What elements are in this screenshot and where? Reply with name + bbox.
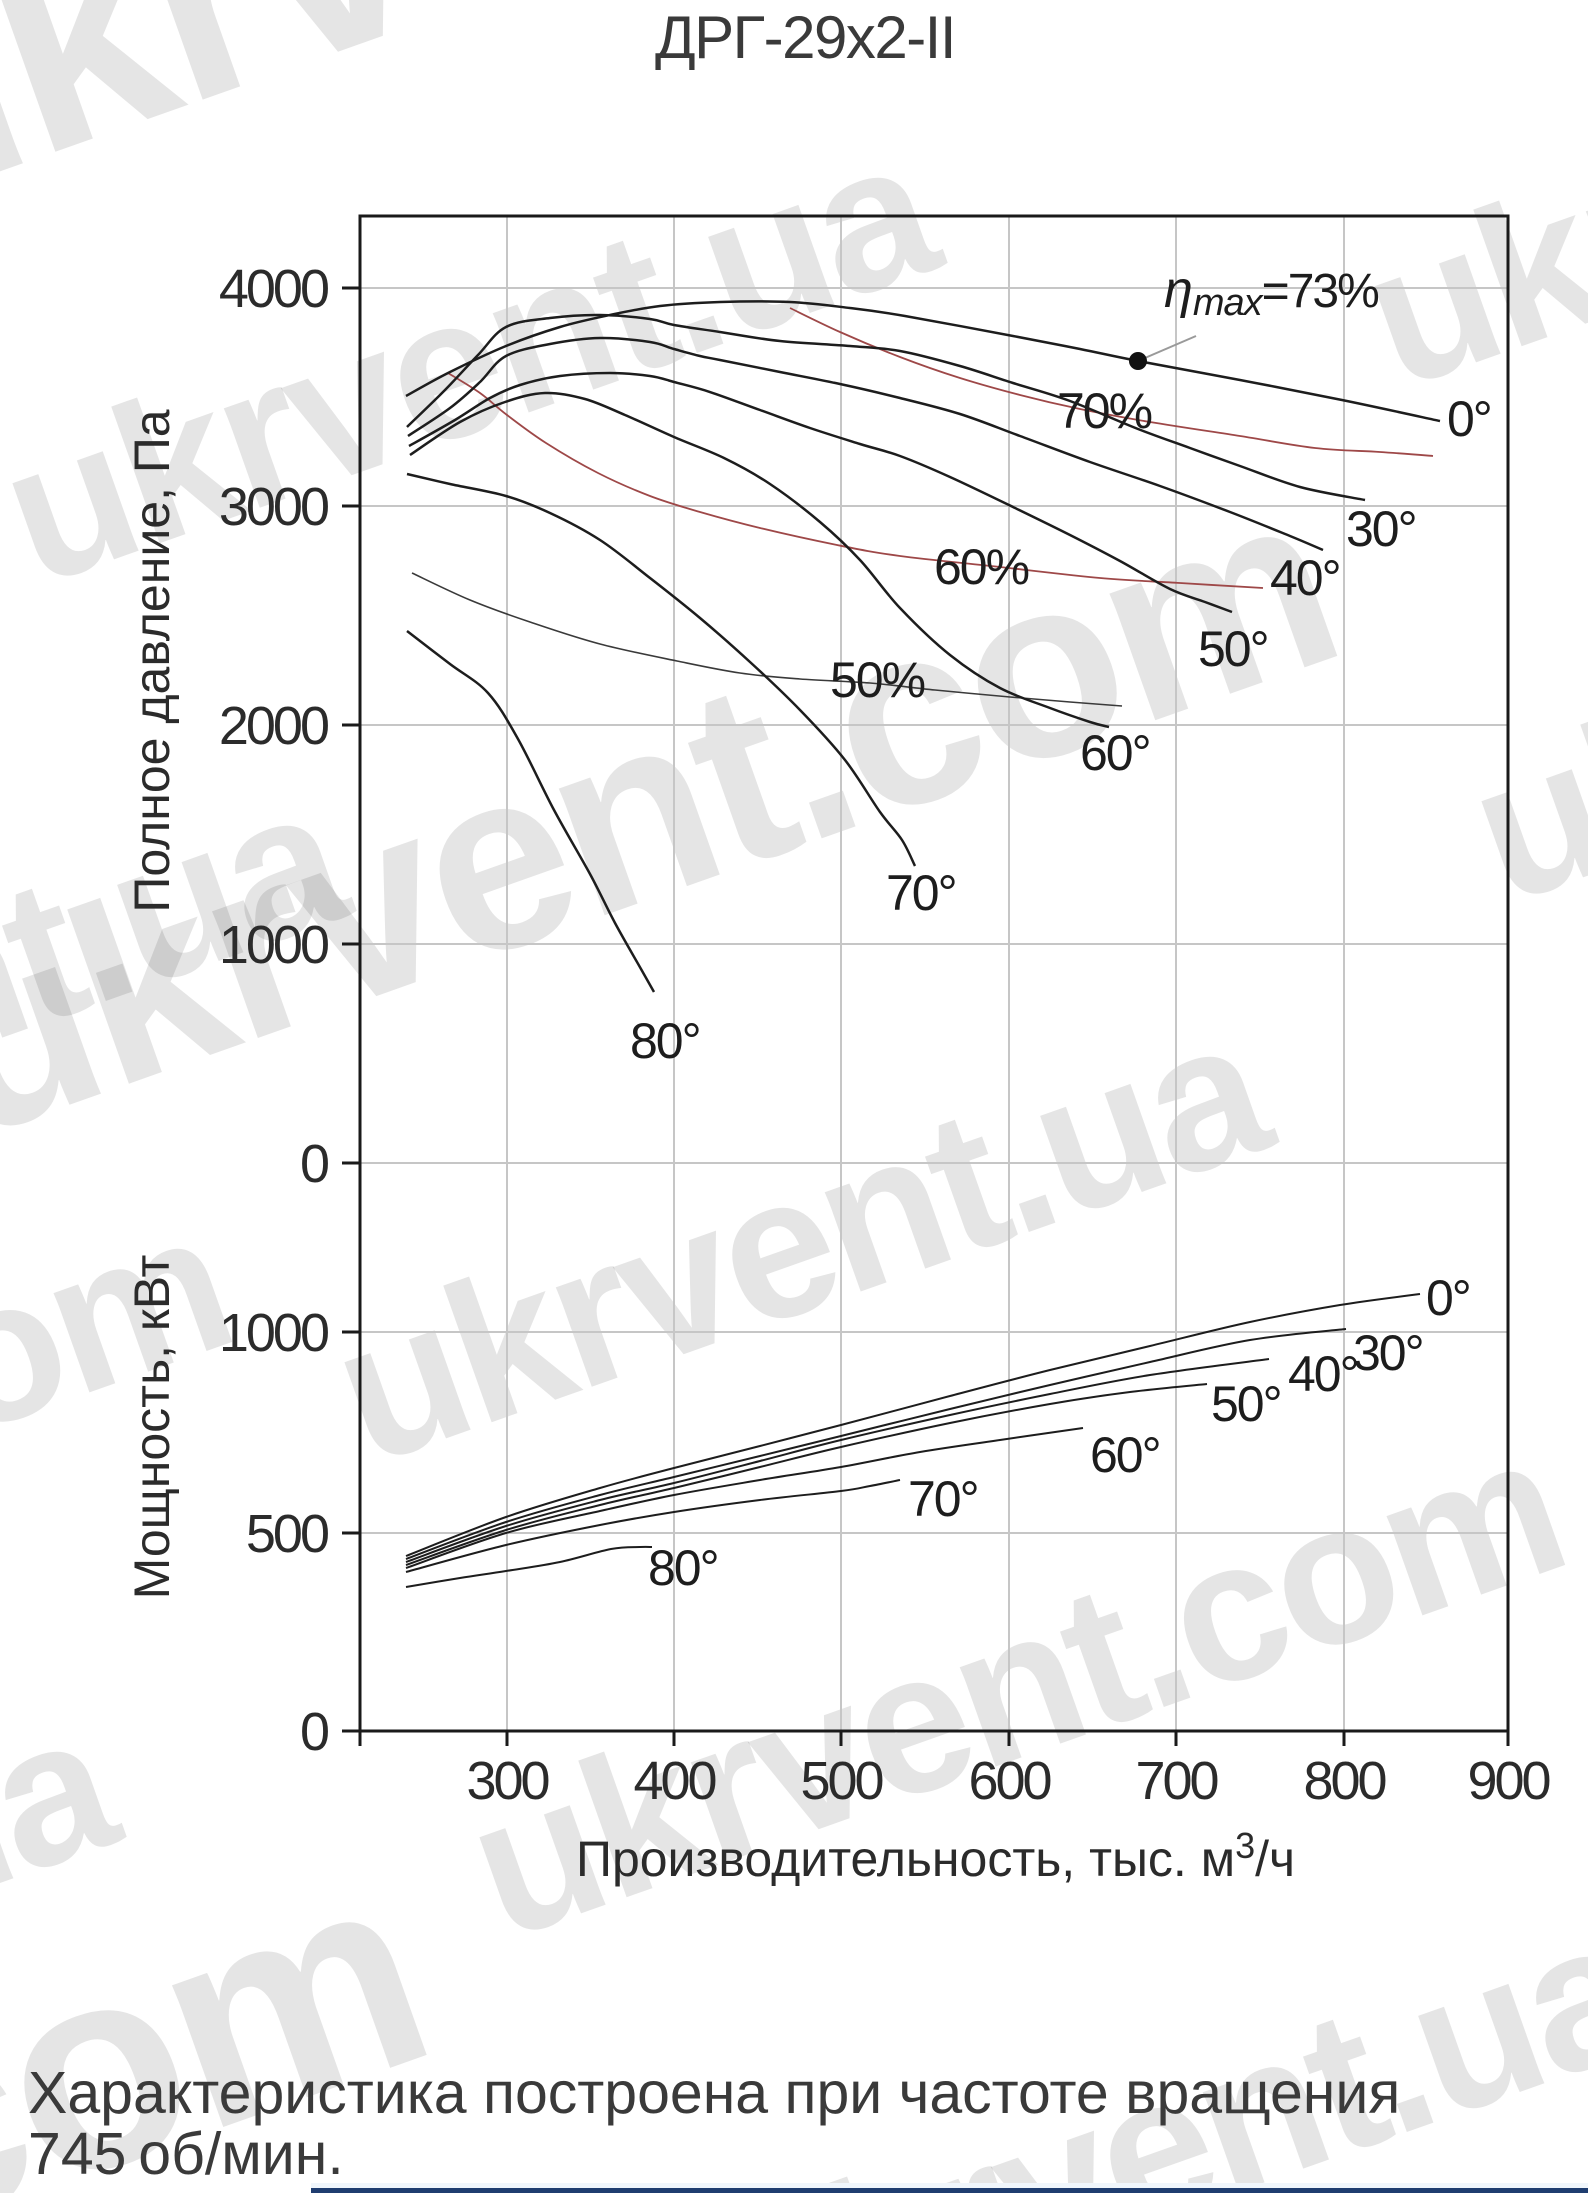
svg-text:30°: 30° [1353,1325,1423,1381]
svg-text:ДРГ-29х2-II: ДРГ-29х2-II [655,4,955,71]
svg-text:70°: 70° [908,1471,978,1527]
svg-text:0°: 0° [1447,391,1491,447]
svg-text:0: 0 [300,1702,328,1762]
svg-text:300: 300 [466,1751,548,1811]
svg-text:700: 700 [1135,1751,1217,1811]
svg-text:ηmax=73%: ηmax=73% [1164,261,1378,324]
svg-text:0°: 0° [1426,1270,1470,1326]
svg-text:40°: 40° [1288,1346,1358,1402]
svg-text:30°: 30° [1346,501,1416,557]
svg-text:60°: 60° [1090,1427,1160,1483]
svg-text:745 об/мин.: 745 об/мин. [28,2121,344,2187]
svg-text:Характеристика построена при ч: Характеристика построена при частоте вра… [28,2060,1400,2126]
svg-text:80°: 80° [630,1013,700,1069]
svg-text:50%: 50% [830,652,925,708]
svg-text:50°: 50° [1198,621,1268,677]
svg-text:800: 800 [1303,1751,1385,1811]
svg-text:1000: 1000 [219,915,328,975]
svg-text:600: 600 [968,1751,1050,1811]
svg-text:2000: 2000 [219,696,328,756]
svg-text:60%: 60% [934,539,1029,595]
svg-text:Полное давление, Па: Полное давление, Па [124,409,180,912]
svg-text:40°: 40° [1270,550,1340,606]
svg-text:1000: 1000 [219,1303,328,1363]
svg-text:60°: 60° [1080,725,1150,781]
svg-text:0: 0 [300,1134,328,1194]
svg-text:70°: 70° [886,865,956,921]
svg-text:500: 500 [800,1751,882,1811]
svg-text:50°: 50° [1211,1376,1281,1432]
svg-text:3000: 3000 [219,477,328,537]
svg-text:80°: 80° [648,1540,718,1596]
svg-text:400: 400 [633,1751,715,1811]
svg-text:900: 900 [1467,1751,1549,1811]
svg-text:Производительность, тыс. м3/ч: Производительность, тыс. м3/ч [576,1825,1295,1887]
svg-text:Мощность, кВт: Мощность, кВт [124,1255,180,1600]
svg-text:4000: 4000 [219,259,328,319]
svg-text:70%: 70% [1057,383,1152,439]
svg-text:500: 500 [246,1504,328,1564]
